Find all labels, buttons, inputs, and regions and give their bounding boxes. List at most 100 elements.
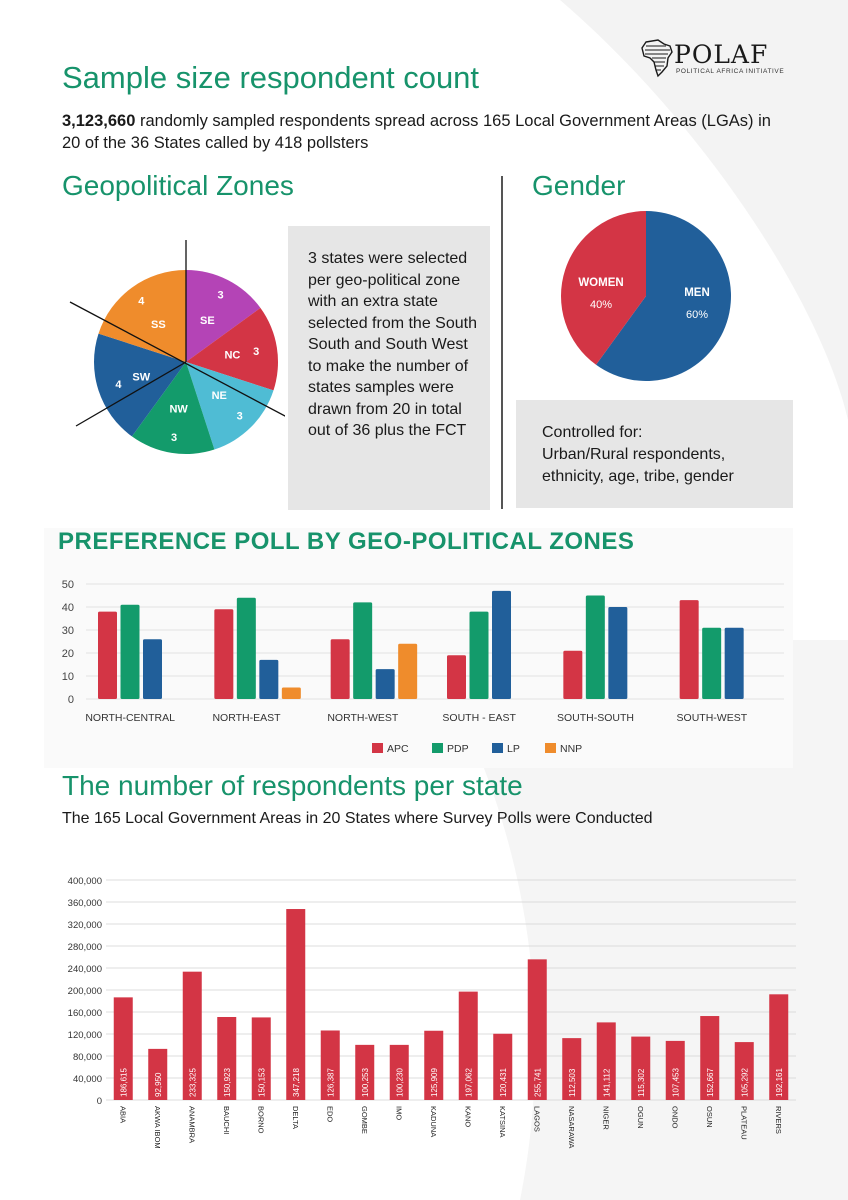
respondent-total: 3,123,660 bbox=[62, 112, 136, 130]
state-name-label: IMO bbox=[394, 1106, 403, 1120]
state-bar bbox=[113, 997, 133, 1100]
state-bar bbox=[182, 971, 202, 1100]
state-name-label: DELTA bbox=[291, 1106, 300, 1129]
bar-apc bbox=[679, 600, 699, 699]
state-name-label: AKWA IBOM bbox=[153, 1106, 162, 1149]
state-value-label: 150,923 bbox=[223, 1068, 232, 1097]
state-bar bbox=[217, 1016, 237, 1100]
respondents-subtitle: The 165 Local Government Areas in 20 Sta… bbox=[62, 810, 653, 827]
y-tick-label: 240,000 bbox=[68, 964, 102, 975]
zone-value-ss: 4 bbox=[138, 296, 145, 308]
bar-apc bbox=[330, 639, 350, 699]
state-value-label: 112,503 bbox=[568, 1068, 577, 1097]
y-tick-label: 80,000 bbox=[73, 1052, 102, 1063]
state-name-label: BORNO bbox=[256, 1106, 265, 1134]
x-category-label: SOUTH-WEST bbox=[677, 712, 748, 724]
state-value-label: 125,909 bbox=[430, 1068, 439, 1097]
zone-slice-nw bbox=[131, 362, 215, 454]
y-tick-label: 40 bbox=[62, 602, 74, 614]
zone-label-se: SE bbox=[200, 315, 215, 327]
controlled-for-text: Controlled for: Urban/Rural respondents,… bbox=[542, 422, 734, 488]
intro-text: randomly sampled respondents spread acro… bbox=[62, 112, 771, 152]
state-bar bbox=[734, 1042, 754, 1100]
legend-label-apc: APC bbox=[387, 743, 409, 755]
zone-value-sw: 4 bbox=[115, 379, 122, 391]
zone-divider-line bbox=[75, 361, 187, 427]
zones-note-box: 3 states were selected per geo-political… bbox=[288, 226, 490, 510]
brand-name: POLAF bbox=[674, 40, 769, 69]
state-value-label: 233,325 bbox=[188, 1068, 197, 1097]
legend-swatch-nnp bbox=[545, 743, 556, 753]
state-name-label: NIGER bbox=[601, 1106, 610, 1130]
gender-slice-women bbox=[561, 211, 646, 365]
y-tick-label: 0 bbox=[97, 1096, 102, 1107]
state-name-label: ONDO bbox=[670, 1106, 679, 1129]
preference-title: PREFERENCE POLL BY GEO-POLITICAL ZONES bbox=[58, 528, 635, 555]
brand-tagline: POLITICAL AFRICA INITIATIVE bbox=[676, 68, 785, 75]
state-bar bbox=[424, 1030, 444, 1100]
state-bar bbox=[389, 1044, 409, 1100]
legend-label-pdp: PDP bbox=[447, 743, 469, 755]
zone-slice-se bbox=[186, 270, 261, 362]
zone-slice-ss bbox=[98, 270, 186, 362]
state-value-label: 120,431 bbox=[499, 1068, 508, 1097]
bar-nnp bbox=[281, 687, 301, 699]
bar-nnp bbox=[398, 643, 418, 699]
gender-percent-men: 60% bbox=[686, 309, 708, 321]
state-value-label: 141,112 bbox=[602, 1068, 611, 1097]
zone-value-se: 3 bbox=[217, 289, 223, 301]
controlled-for-box: Controlled for: Urban/Rural respondents,… bbox=[516, 400, 793, 508]
y-tick-label: 0 bbox=[68, 694, 74, 706]
legend-label-nnp: NNP bbox=[560, 743, 582, 755]
state-bar bbox=[286, 909, 306, 1100]
gender-label-women: WOMEN bbox=[578, 277, 623, 289]
y-tick-label: 400,000 bbox=[68, 876, 102, 887]
bar-apc bbox=[98, 611, 117, 699]
polaf-logo: POLAF POLITICAL AFRICA INITIATIVE bbox=[640, 38, 790, 80]
control-line-2: Urban/Rural respondents, bbox=[542, 446, 726, 463]
bar-lp bbox=[492, 590, 511, 699]
preference-panel bbox=[44, 528, 793, 768]
control-line-3: ethnicity, age, tribe, gender bbox=[542, 468, 734, 485]
state-name-label: KANO bbox=[463, 1106, 472, 1127]
state-bar bbox=[458, 991, 478, 1100]
state-bar bbox=[527, 959, 547, 1100]
state-value-label: 255,741 bbox=[533, 1068, 542, 1097]
y-tick-label: 160,000 bbox=[68, 1008, 102, 1019]
state-value-label: 107,453 bbox=[671, 1068, 680, 1097]
state-name-label: OGUN bbox=[636, 1106, 645, 1129]
state-name-label: KADUNA bbox=[429, 1106, 438, 1137]
legend-swatch-lp bbox=[492, 743, 503, 753]
zones-pie-chart: SE 3 NC 3 NE 3 NW 3 SW 4 SS 4 bbox=[69, 240, 285, 454]
bar-pdp bbox=[353, 602, 373, 699]
state-value-label: 100,253 bbox=[361, 1068, 370, 1097]
x-category-label: SOUTH - EAST bbox=[442, 712, 516, 724]
state-bar bbox=[493, 1033, 513, 1100]
bar-apc bbox=[563, 650, 583, 699]
state-bar bbox=[769, 994, 789, 1100]
bar-lp bbox=[375, 669, 395, 699]
bar-lp bbox=[608, 607, 628, 699]
zone-value-ne: 3 bbox=[237, 411, 243, 423]
page-title: Sample size respondent count bbox=[62, 60, 480, 95]
bar-pdp bbox=[469, 611, 489, 699]
state-name-label: EDO bbox=[325, 1106, 334, 1122]
state-bar bbox=[251, 1017, 271, 1100]
y-tick-label: 320,000 bbox=[68, 920, 102, 931]
state-name-label: RIVERS bbox=[774, 1106, 783, 1134]
gender-percent-women: 40% bbox=[590, 299, 612, 311]
zone-slice-sw bbox=[94, 333, 186, 437]
state-bar bbox=[596, 1022, 616, 1100]
zone-value-nw: 3 bbox=[171, 432, 177, 444]
y-tick-label: 360,000 bbox=[68, 898, 102, 909]
state-bar bbox=[148, 1048, 168, 1100]
state-value-label: 92,950 bbox=[154, 1072, 163, 1097]
state-bar bbox=[700, 1016, 720, 1100]
zone-value-nc: 3 bbox=[253, 346, 259, 358]
geopolitical-zones-title: Geopolitical Zones bbox=[62, 170, 294, 201]
y-tick-label: 40,000 bbox=[73, 1074, 102, 1085]
preference-bar-chart: 0 10 20 30 40 50 NORTH-CENTRAL NORTH-EAST NORTH-… bbox=[62, 579, 784, 755]
y-tick-label: 20 bbox=[62, 648, 74, 660]
state-value-label: 115,302 bbox=[637, 1068, 646, 1097]
gender-label-men: MEN bbox=[684, 287, 710, 299]
